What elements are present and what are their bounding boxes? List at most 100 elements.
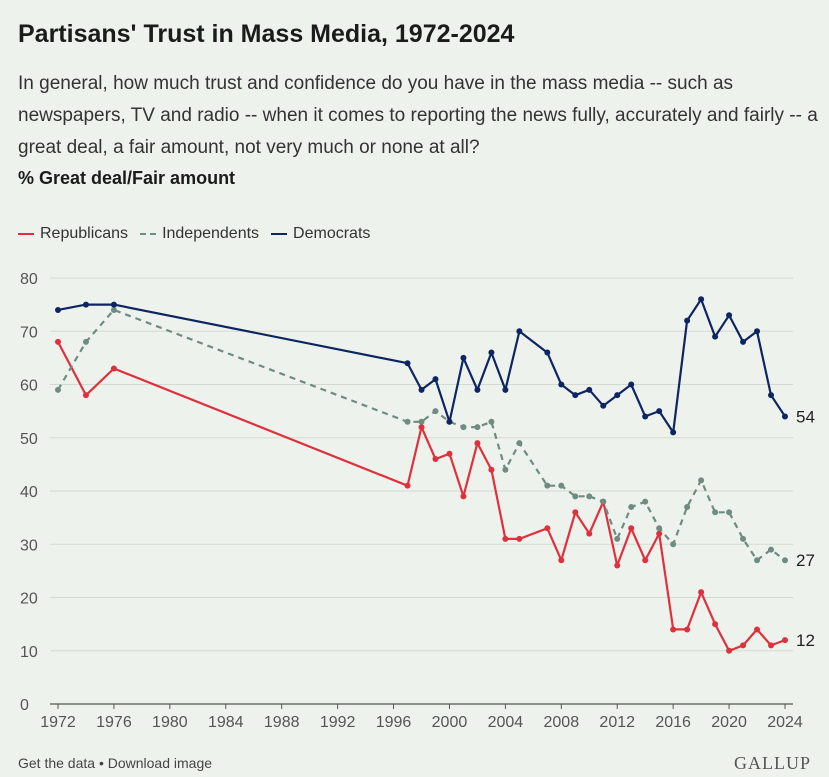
data-point-democrats: [474, 386, 481, 393]
x-tick-label: 1980: [152, 714, 188, 728]
series-line-independents: [57, 308, 786, 562]
y-tick-label: 50: [20, 431, 38, 448]
data-point-republicans: [740, 642, 747, 649]
legend-swatch-independents: [140, 233, 157, 235]
data-point-independents: [516, 440, 523, 447]
x-tick-label: 2004: [488, 714, 524, 728]
x-tick-label: 2008: [544, 714, 580, 728]
x-tick-label: 1992: [320, 714, 356, 728]
data-point-independents: [586, 493, 593, 500]
y-tick-label: 30: [20, 537, 38, 554]
data-point-republicans: [754, 626, 761, 633]
data-point-democrats: [656, 408, 663, 415]
data-point-democrats: [432, 376, 439, 383]
data-point-democrats: [110, 301, 117, 308]
data-point-democrats: [516, 328, 523, 335]
data-point-republicans: [712, 621, 719, 628]
y-tick-label: 60: [20, 378, 38, 395]
legend: Republicans Independents Democrats: [18, 224, 382, 244]
data-point-independents: [432, 408, 439, 415]
footer-links[interactable]: Get the data • Download image: [18, 755, 213, 771]
y-tick-label: 80: [20, 271, 38, 288]
series-line-democrats: [57, 298, 786, 434]
data-point-independents: [558, 482, 565, 489]
x-tick-label: 2016: [655, 714, 691, 728]
data-point-independents: [488, 418, 495, 425]
legend-label-independents: Independents: [162, 225, 260, 242]
data-point-republicans: [544, 525, 551, 532]
end-label-independents: 27: [796, 551, 815, 570]
legend-swatch-democrats: [271, 233, 288, 235]
data-point-republicans: [670, 626, 677, 633]
data-point-democrats: [544, 349, 551, 356]
data-point-independents: [110, 306, 117, 313]
data-point-independents: [684, 503, 691, 510]
data-point-republicans: [432, 456, 439, 463]
data-point-democrats: [55, 306, 61, 313]
legend-item-republicans: Republicans: [18, 225, 128, 243]
end-label-republicans: 12: [796, 631, 815, 650]
data-point-independents: [544, 482, 551, 489]
data-point-democrats: [698, 296, 705, 303]
data-point-democrats: [586, 386, 593, 393]
series-line-republicans: [57, 341, 786, 652]
data-point-republicans: [488, 466, 495, 473]
data-point-independents: [614, 535, 621, 542]
data-point-republicans: [502, 535, 509, 542]
unit-label: % Great deal/Fair amount: [18, 168, 236, 188]
data-point-democrats: [670, 429, 677, 436]
data-point-republicans: [110, 365, 117, 372]
data-point-independents: [82, 338, 89, 345]
data-point-independents: [656, 525, 663, 532]
data-point-democrats: [628, 381, 635, 388]
data-point-independents: [726, 509, 733, 516]
data-point-democrats: [446, 418, 453, 425]
data-point-republicans: [516, 535, 523, 542]
data-point-republicans: [586, 530, 593, 537]
data-point-independents: [474, 424, 481, 431]
data-point-independents: [628, 503, 635, 510]
data-point-republicans: [474, 440, 481, 447]
x-tick-label: 1984: [208, 714, 244, 728]
legend-item-democrats: Democrats: [271, 225, 370, 243]
data-point-independents: [600, 498, 607, 505]
data-point-democrats: [572, 392, 579, 399]
line-chart: 0 10 20 30 40 50 60 70 80 1972 1976 1980 1984 1988 199…: [20, 271, 815, 728]
x-tick-label: 2024: [767, 714, 803, 728]
data-point-republicans: [572, 509, 579, 516]
chart-title: Partisans' Trust in Mass Media, 1972-202…: [18, 20, 515, 48]
data-point-republicans: [684, 626, 691, 633]
end-label-democrats: 54: [796, 407, 815, 426]
data-point-independents: [502, 466, 509, 473]
chart-subtitle: In general, how much trust and confidenc…: [18, 73, 818, 158]
gallup-logo: GALLUP: [734, 753, 811, 773]
data-point-democrats: [404, 360, 411, 367]
data-point-democrats: [726, 312, 733, 319]
data-point-democrats: [754, 328, 761, 335]
data-point-democrats: [740, 338, 747, 345]
x-tick-label: 1976: [96, 714, 132, 728]
data-point-republicans: [460, 493, 467, 500]
legend-label-democrats: Democrats: [293, 225, 371, 242]
y-tick-label: 10: [20, 644, 38, 661]
data-point-democrats: [600, 402, 607, 409]
data-point-independents: [460, 424, 467, 431]
data-point-republicans: [642, 557, 649, 564]
data-point-democrats: [768, 392, 775, 399]
data-point-independents: [712, 509, 719, 516]
data-point-democrats: [460, 354, 467, 361]
data-point-republicans: [404, 482, 411, 489]
data-point-democrats: [614, 392, 621, 399]
data-point-independents: [768, 546, 775, 553]
data-point-republicans: [446, 450, 453, 457]
x-tick-label: 2000: [432, 714, 468, 728]
data-point-independents: [55, 386, 61, 393]
data-point-independents: [642, 498, 649, 505]
data-point-independents: [670, 541, 677, 548]
y-tick-label: 70: [20, 324, 38, 341]
data-point-democrats: [782, 413, 788, 420]
x-tick-label: 1988: [264, 714, 300, 728]
data-point-independents: [404, 418, 411, 425]
data-point-democrats: [642, 413, 649, 420]
data-point-republicans: [782, 637, 788, 644]
